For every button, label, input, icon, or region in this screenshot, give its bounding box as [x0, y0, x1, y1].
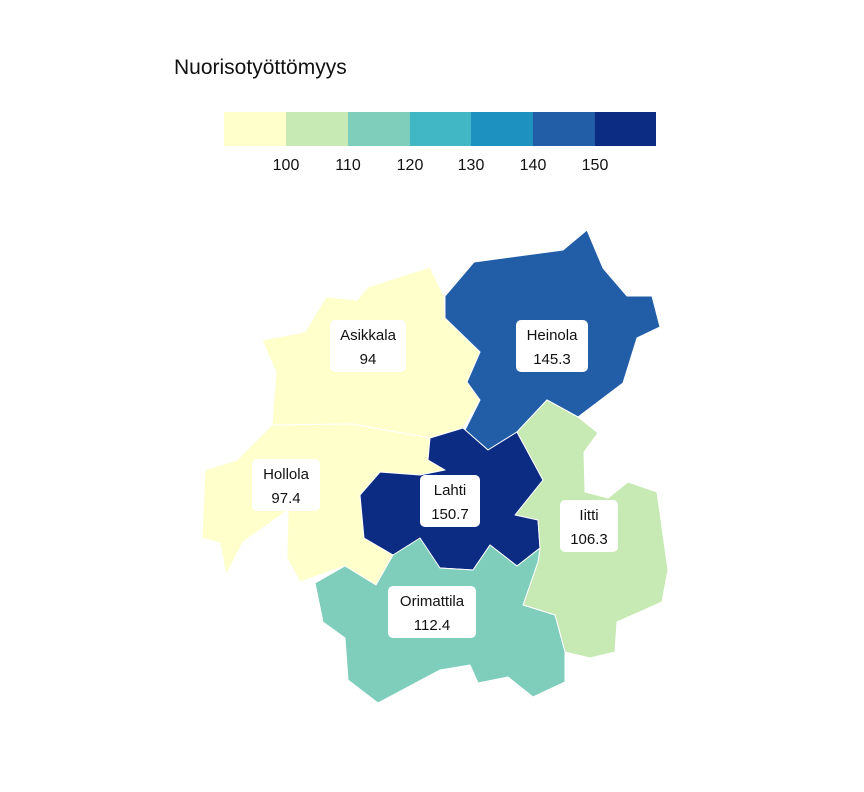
legend-tick-120: 120: [397, 157, 424, 174]
legend-swatch-0: [224, 112, 286, 146]
legend-tick-100: 100: [273, 157, 300, 174]
region-labels: Asikkala 94 Heinola 145.3 Hollola 97.4 L…: [252, 320, 618, 638]
label-hollola: Hollola 97.4: [252, 459, 320, 511]
label-asikkala-value: 94: [360, 351, 377, 368]
legend-swatch-6: [595, 112, 656, 146]
label-asikkala: Asikkala 94: [330, 320, 406, 372]
label-orimattila-value: 112.4: [414, 617, 450, 634]
legend-tick-140: 140: [520, 157, 547, 174]
label-iitti: Iitti 106.3: [560, 500, 618, 552]
label-heinola-value: 145.3: [533, 351, 571, 368]
legend-tick-150: 150: [582, 157, 609, 174]
label-orimattila: Orimattila 112.4: [388, 586, 476, 638]
label-iitti-value: 106.3: [570, 531, 608, 548]
legend: 100 110 120 130 140 150: [224, 112, 656, 174]
legend-swatch-3: [410, 112, 471, 146]
label-hollola-value: 97.4: [271, 490, 300, 507]
label-orimattila-name: Orimattila: [400, 593, 465, 610]
legend-swatch-1: [286, 112, 348, 146]
legend-swatch-5: [533, 112, 595, 146]
label-heinola: Heinola 145.3: [516, 320, 588, 372]
label-asikkala-name: Asikkala: [340, 327, 397, 344]
label-iitti-name: Iitti: [579, 507, 598, 524]
label-lahti-name: Lahti: [434, 482, 467, 499]
map-title: Nuorisotyöttömyys: [174, 56, 347, 79]
legend-tick-130: 130: [458, 157, 485, 174]
label-heinola-name: Heinola: [527, 327, 579, 344]
label-lahti: Lahti 150.7: [420, 475, 480, 527]
label-hollola-name: Hollola: [263, 466, 310, 483]
legend-swatch-2: [348, 112, 410, 146]
legend-tick-110: 110: [335, 157, 361, 174]
label-lahti-value: 150.7: [431, 506, 469, 523]
legend-swatch-4: [471, 112, 533, 146]
